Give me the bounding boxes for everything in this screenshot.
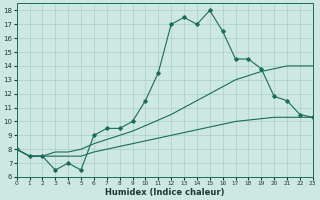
X-axis label: Humidex (Indice chaleur): Humidex (Indice chaleur) xyxy=(105,188,224,197)
